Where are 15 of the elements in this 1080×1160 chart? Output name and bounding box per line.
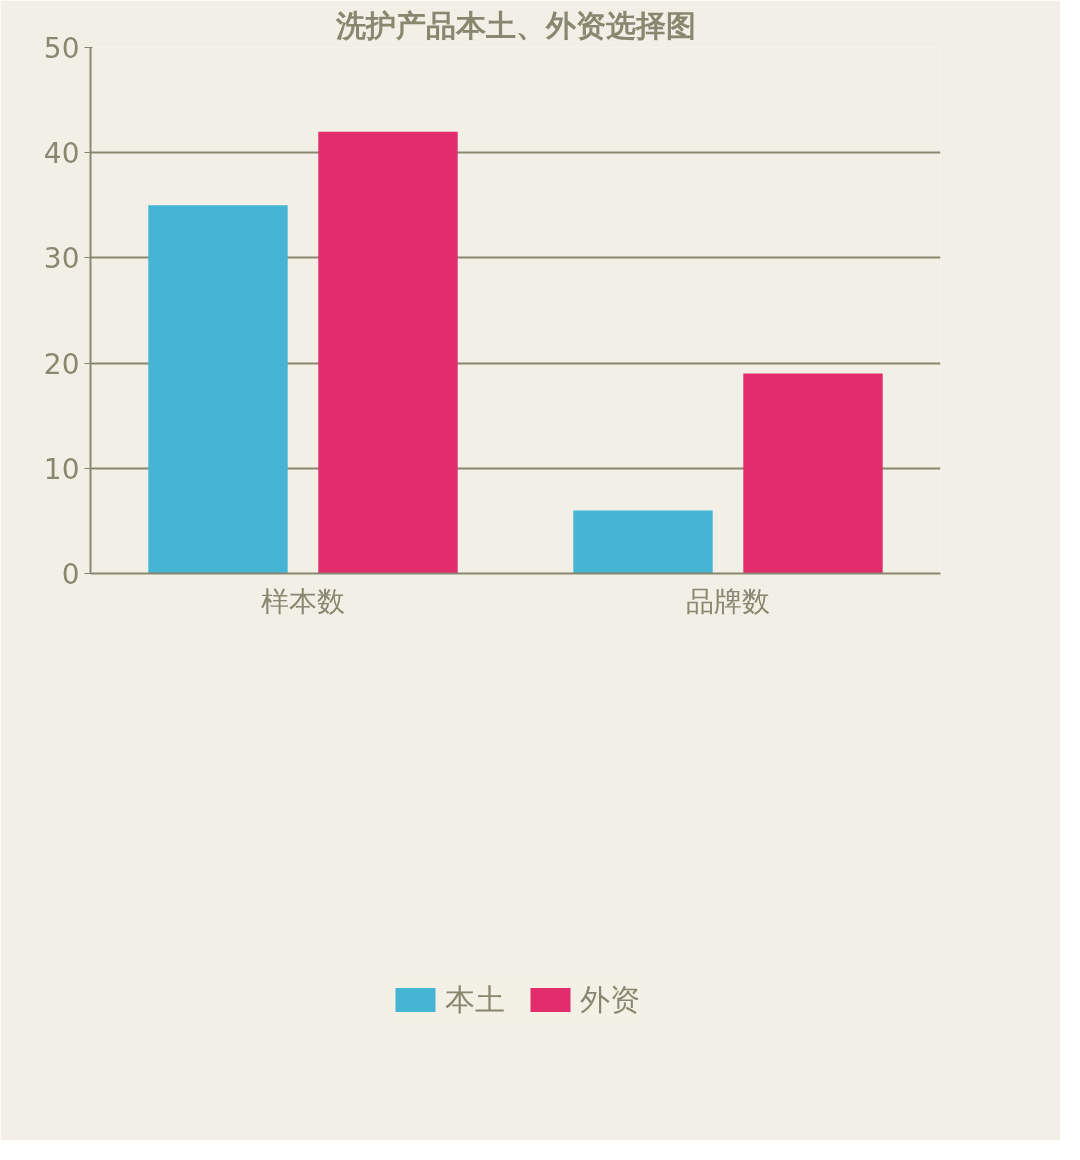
y-tick-label: 10 [43,452,80,486]
x-tick-label: 样本数 [261,584,345,618]
bar [743,373,883,574]
legend-label: 本土 [445,980,505,1019]
y-tick-label: 30 [43,242,80,276]
y-tick-label: 50 [43,32,80,65]
x-tick-label: 品牌数 [686,584,770,618]
bar [148,205,288,574]
legend-label: 外资 [580,980,640,1019]
y-tick-label: 40 [43,137,80,171]
bar [573,510,713,574]
y-tick-label: 0 [61,558,80,591]
y-tick-label: 20 [43,347,80,381]
chart-title: 洗护产品本土、外资选择图 [334,7,696,43]
bar [318,131,458,574]
